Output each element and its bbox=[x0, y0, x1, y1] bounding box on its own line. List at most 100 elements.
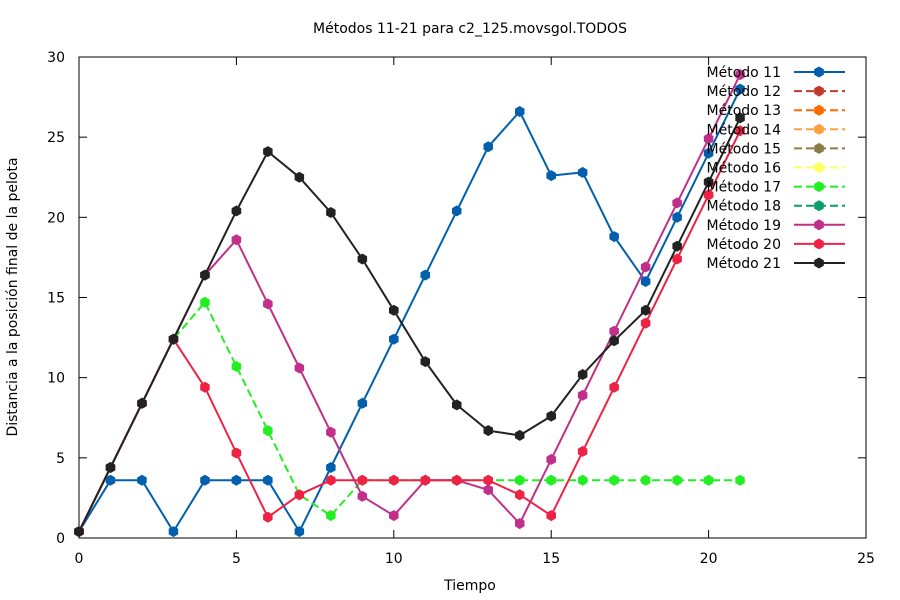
legend-label: Método 20 bbox=[707, 237, 781, 253]
x-tick-label: 5 bbox=[232, 551, 241, 567]
series-método-20 bbox=[74, 125, 745, 538]
data-point bbox=[609, 474, 619, 486]
y-tick-label: 10 bbox=[47, 371, 65, 387]
data-point bbox=[294, 362, 305, 374]
data-point bbox=[105, 462, 116, 473]
data-point bbox=[515, 429, 525, 441]
data-point bbox=[640, 276, 651, 287]
data-point bbox=[515, 474, 525, 486]
y-axis-label: Distancia a la posición final de la pelo… bbox=[5, 157, 21, 436]
data-point bbox=[200, 474, 210, 486]
data-point bbox=[577, 474, 588, 486]
y-tick-label: 0 bbox=[56, 531, 65, 547]
legend-marker bbox=[814, 162, 824, 173]
series-line bbox=[78, 301, 741, 533]
data-point bbox=[703, 189, 714, 201]
data-point bbox=[452, 399, 462, 411]
x-tick-label: 15 bbox=[542, 551, 560, 567]
y-tick-label: 15 bbox=[47, 291, 65, 307]
data-point bbox=[640, 317, 651, 329]
data-point bbox=[357, 253, 368, 265]
series-line bbox=[78, 117, 741, 533]
legend-label: Método 17 bbox=[707, 180, 781, 196]
data-point bbox=[703, 133, 714, 145]
data-point bbox=[672, 474, 682, 486]
data-point bbox=[483, 141, 493, 153]
data-point bbox=[74, 526, 84, 538]
data-point bbox=[263, 298, 273, 310]
data-point bbox=[515, 518, 525, 530]
legend-label: Método 19 bbox=[707, 218, 781, 234]
x-tick-label: 10 bbox=[385, 551, 403, 567]
legend-marker bbox=[814, 66, 824, 78]
legend-label: Método 18 bbox=[707, 199, 781, 215]
y-tick-label: 20 bbox=[47, 210, 65, 226]
data-point bbox=[357, 397, 368, 409]
data-point bbox=[389, 474, 399, 486]
data-point bbox=[231, 474, 242, 486]
legend-label: Método 13 bbox=[707, 103, 781, 119]
data-point bbox=[231, 205, 242, 217]
x-tick-label: 20 bbox=[700, 551, 718, 567]
legend-marker bbox=[814, 219, 824, 231]
data-point bbox=[577, 369, 588, 380]
legend-marker bbox=[814, 142, 824, 154]
legend-marker bbox=[814, 85, 824, 97]
data-point bbox=[326, 207, 336, 218]
data-point bbox=[389, 333, 399, 345]
data-point bbox=[546, 474, 556, 486]
axis-ticks: 0 5 10 15 20 25 0 5 10 15 20 25 30 bbox=[47, 50, 875, 567]
data-point bbox=[577, 445, 588, 457]
data-point bbox=[389, 510, 399, 522]
legend-label: Método 15 bbox=[707, 141, 781, 157]
y-tick-label: 30 bbox=[47, 50, 65, 66]
data-point bbox=[546, 510, 556, 522]
data-point bbox=[137, 474, 147, 486]
data-point bbox=[294, 526, 305, 538]
legend-label: Método 16 bbox=[707, 161, 782, 177]
data-point bbox=[168, 333, 179, 345]
data-point bbox=[609, 325, 619, 337]
data-point bbox=[294, 171, 305, 183]
data-point bbox=[515, 489, 525, 501]
data-point bbox=[609, 381, 619, 393]
data-point bbox=[577, 166, 588, 178]
series-layer bbox=[74, 69, 745, 538]
data-point bbox=[294, 489, 305, 501]
data-point bbox=[735, 125, 745, 137]
data-point bbox=[672, 253, 682, 265]
data-point bbox=[703, 474, 714, 486]
chart-title: Métodos 11-21 para c2_125.movsgol.TODOS bbox=[313, 21, 627, 37]
data-point bbox=[200, 381, 210, 393]
series-line bbox=[78, 130, 741, 533]
data-point bbox=[200, 269, 210, 281]
data-point bbox=[389, 304, 399, 316]
data-point bbox=[452, 474, 462, 486]
series-line bbox=[78, 74, 741, 533]
data-point bbox=[326, 462, 336, 473]
data-point bbox=[105, 474, 116, 486]
data-point bbox=[326, 474, 336, 486]
legend-marker bbox=[814, 123, 824, 135]
data-point bbox=[672, 240, 682, 252]
data-point bbox=[640, 304, 651, 316]
data-point bbox=[483, 484, 493, 496]
data-point bbox=[483, 474, 493, 486]
legend-marker bbox=[814, 238, 824, 250]
legend-label: Método 21 bbox=[707, 256, 781, 272]
legend-marker bbox=[814, 200, 824, 212]
data-point bbox=[137, 397, 147, 409]
legend-marker bbox=[814, 181, 824, 193]
legend: Método 11 Método 12 Método 13 Método 14 Méto… bbox=[707, 65, 845, 272]
data-point bbox=[640, 261, 651, 273]
y-tick-label: 5 bbox=[56, 451, 65, 467]
data-point bbox=[515, 106, 525, 117]
data-point bbox=[672, 197, 682, 209]
data-point bbox=[231, 234, 242, 246]
data-point bbox=[735, 112, 745, 124]
data-point bbox=[263, 511, 273, 523]
legend-label: Método 14 bbox=[707, 122, 782, 138]
data-point bbox=[735, 474, 745, 486]
data-point bbox=[546, 453, 556, 465]
